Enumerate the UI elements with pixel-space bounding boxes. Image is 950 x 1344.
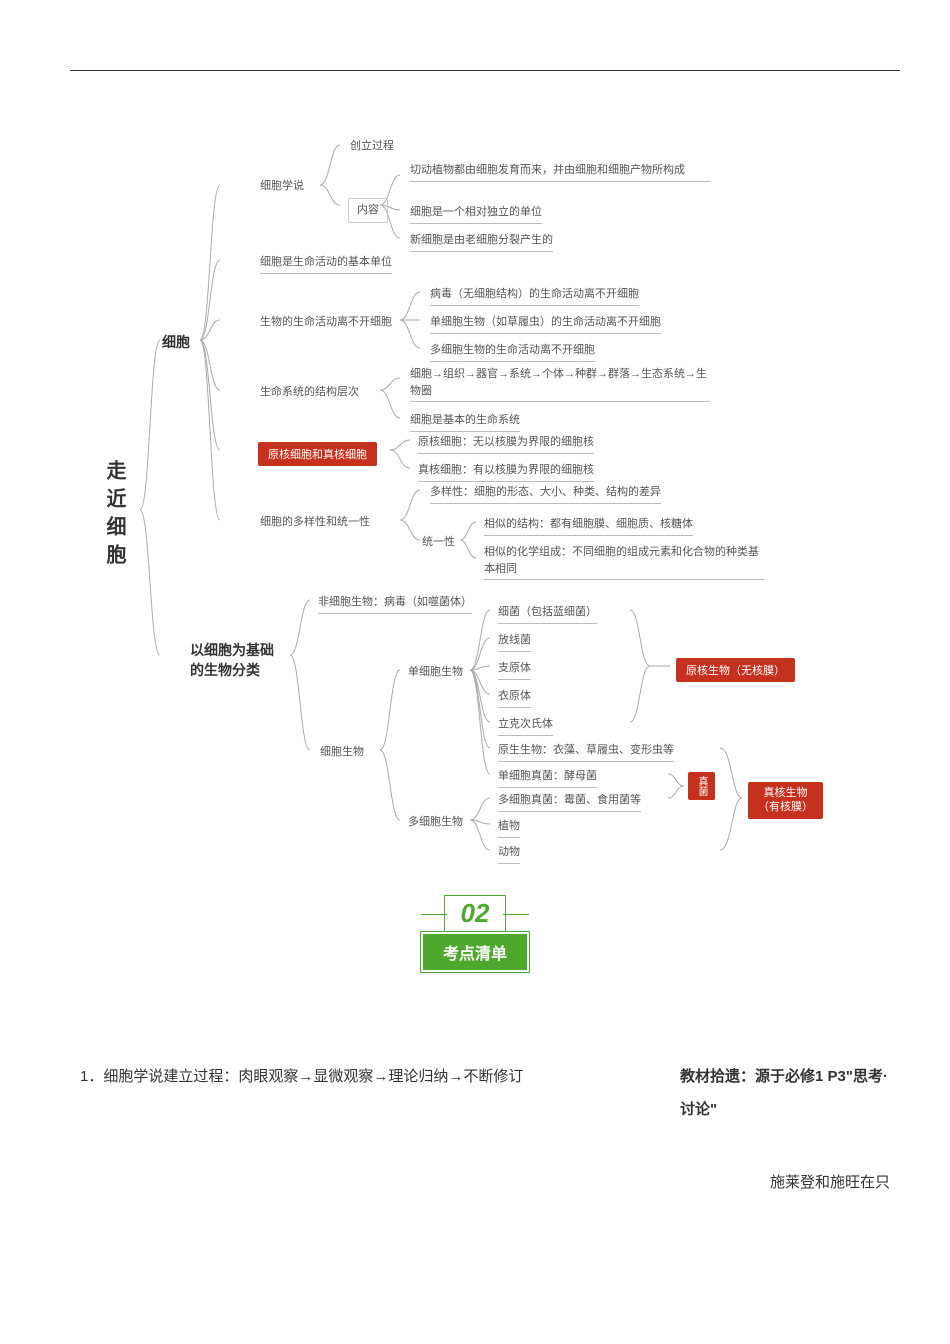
leaf-pe-b: 真核细胞：有以核膜为界限的细胞核 (418, 462, 594, 482)
section-badge: 02 考点清单 (420, 895, 530, 973)
node-classify-1: 以细胞为基础 (190, 640, 274, 660)
node-theory: 细胞学说 (260, 178, 304, 195)
leaf-unity-2: 相似的化学组成：不同细胞的组成元素和化合物的种类基本相同 (484, 544, 764, 580)
leaf-s-f: 原生生物：衣藻、草履虫、变形虫等 (498, 742, 674, 762)
leaf-m-b: 植物 (498, 818, 520, 838)
node-diversity: 细胞的多样性和统一性 (260, 514, 370, 531)
concept-map: 走近细胞 细胞 以细胞为基础 的生物分类 细胞学说 细胞是生命活动的基本单位 生… (60, 130, 930, 870)
paragraph-1: 1．细胞学说建立过程：肉眼观察→显微观察→理论归纳→不断修订 (80, 1068, 523, 1085)
p1-num: 1． (80, 1068, 103, 1085)
label-euk: 真核生物 （有核膜） (748, 782, 823, 819)
p1-text: 细胞学说建立过程：肉眼观察→显微观察→理论归纳→不断修订 (103, 1068, 523, 1085)
leaf-struct-b: 细胞是基本的生命系统 (410, 412, 520, 432)
node-process: 创立过程 (350, 138, 394, 155)
leaf-life-c: 多细胞生物的生命活动离不开细胞 (430, 342, 595, 362)
node-structure-level: 生命系统的结构层次 (260, 384, 359, 401)
leaf-s-a: 细菌（包括蓝细菌） (498, 604, 597, 624)
top-rule (70, 70, 900, 71)
leaf-m-c: 动物 (498, 844, 520, 864)
node-cell: 细胞 (162, 332, 190, 352)
leaf-life-b: 单细胞生物（如草履虫）的生命活动离不开细胞 (430, 314, 661, 334)
leaf-s-b: 放线菌 (498, 632, 531, 652)
label-fungi: 真菌 (688, 772, 715, 800)
leaf-noncell: 非细胞生物：病毒（如噬菌体） (318, 594, 472, 614)
side-title: 教材拾遗：源于必修1 P3"思考·讨论" (680, 1068, 888, 1118)
leaf-s-c: 支原体 (498, 660, 531, 680)
leaf-div-a: 多样性：细胞的形态、大小、种类、结构的差异 (430, 484, 661, 504)
badge-number: 02 (447, 898, 504, 929)
leaf-theory-c1: 切动植物都由细胞发育而来，并由细胞和细胞产物所构成 (410, 162, 710, 182)
node-life-dep: 生物的生命活动离不开细胞 (260, 314, 392, 331)
leaf-s-e: 立克次氏体 (498, 716, 553, 736)
leaf-s-d: 衣原体 (498, 688, 531, 708)
node-content: 内容 (348, 198, 388, 223)
node-basic-unit: 细胞是生命活动的基本单位 (260, 254, 392, 274)
leaf-struct-a: 细胞→组织→器官→系统→个体→种群→群落→生态系统→生物圈 (410, 366, 710, 402)
node-unity: 统一性 (422, 534, 455, 551)
node-multi: 多细胞生物 (408, 814, 463, 831)
leaf-unity-1: 相似的结构：都有细胞膜、细胞质、核糖体 (484, 516, 693, 536)
sidebar-note: 教材拾遗：源于必修1 P3"思考·讨论" (680, 1060, 890, 1126)
node-cellorg: 细胞生物 (320, 744, 364, 761)
leaf-m-a: 多细胞真菌：霉菌、食用菌等 (498, 792, 641, 812)
leaf-life-a: 病毒（无细胞结构）的生命活动离不开细胞 (430, 286, 639, 306)
leaf-theory-c3: 新细胞是由老细胞分裂产生的 (410, 232, 553, 252)
node-single: 单细胞生物 (408, 664, 463, 681)
label-prok: 原核生物（无核膜） (676, 658, 795, 682)
label-euk-l1: 真核生物 (764, 787, 808, 799)
leaf-pe-a: 原核细胞：无以核膜为界限的细胞核 (418, 434, 594, 454)
label-euk-l2: （有核膜） (758, 801, 813, 813)
root-title: 走近细胞 (100, 460, 129, 572)
node-classify-2: 的生物分类 (190, 660, 260, 680)
badge-text: 考点清单 (423, 934, 527, 970)
side-body: 施莱登和施旺在只 (740, 1166, 890, 1199)
body-text: 教材拾遗：源于必修1 P3"思考·讨论" 1．细胞学说建立过程：肉眼观察→显微观… (80, 1060, 890, 1199)
leaf-s-g: 单细胞真菌：酵母菌 (498, 768, 597, 788)
node-prok-euk: 原核细胞和真核细胞 (258, 442, 377, 466)
leaf-theory-c2: 细胞是一个相对独立的单位 (410, 204, 542, 224)
